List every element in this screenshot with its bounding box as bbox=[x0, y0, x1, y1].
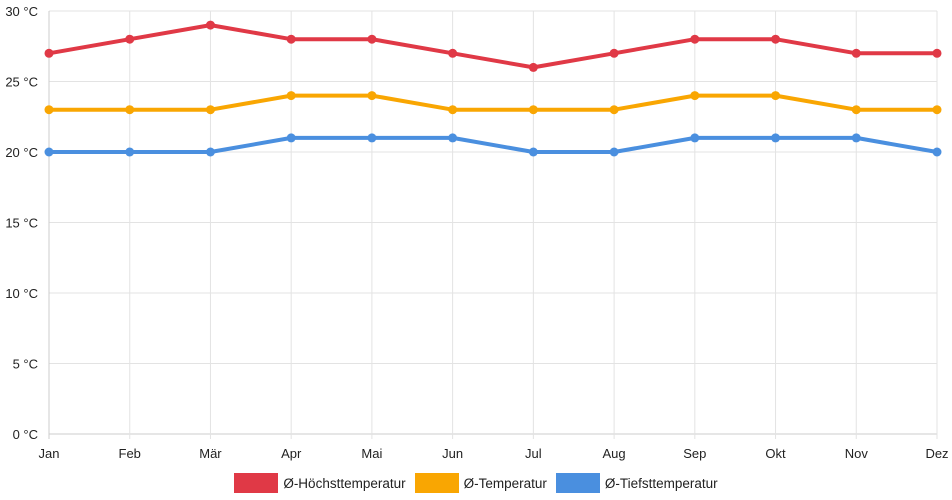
data-point-1[interactable] bbox=[44, 105, 54, 115]
series-line-1 bbox=[47, 93, 939, 112]
data-point-2[interactable] bbox=[690, 133, 700, 143]
legend-label: Ø-Temperatur bbox=[463, 475, 547, 491]
x-tick-label: Dez bbox=[925, 446, 948, 461]
legend-item-1[interactable]: Ø-Temperatur bbox=[414, 473, 547, 493]
x-tick-label: Jun bbox=[442, 446, 463, 461]
data-point-0[interactable] bbox=[448, 48, 458, 58]
data-point-0[interactable] bbox=[609, 48, 619, 58]
data-point-1[interactable] bbox=[448, 105, 458, 115]
data-point-0[interactable] bbox=[125, 34, 135, 44]
data-point-0[interactable] bbox=[932, 48, 942, 58]
data-point-2[interactable] bbox=[448, 133, 458, 143]
chart-plot-area: 0 °C 5 °C 10 °C 15 °C 20 °C 25 °C 30 °C Jan Feb M… bbox=[5, 4, 948, 461]
y-tick-label: 15 °C bbox=[5, 216, 38, 231]
legend-label: Ø-Höchsttemperatur bbox=[283, 475, 406, 491]
x-tick-label: Nov bbox=[845, 446, 869, 461]
data-point-2[interactable] bbox=[125, 147, 135, 157]
data-point-1[interactable] bbox=[771, 91, 781, 101]
x-tick-label: Mai bbox=[361, 446, 382, 461]
x-tick-label: Jul bbox=[525, 446, 542, 461]
data-point-1[interactable] bbox=[932, 105, 942, 115]
y-tick-label: 30 °C bbox=[5, 4, 38, 19]
y-tick-label: 25 °C bbox=[5, 75, 38, 90]
data-point-2[interactable] bbox=[932, 147, 942, 157]
series-line-0 bbox=[47, 23, 939, 70]
legend-item-2[interactable]: Ø-Tiefsttemperatur bbox=[555, 473, 718, 493]
y-tick-label: 10 °C bbox=[5, 286, 38, 301]
data-point-2[interactable] bbox=[367, 133, 377, 143]
data-point-0[interactable] bbox=[851, 48, 861, 58]
data-point-2[interactable] bbox=[609, 147, 619, 157]
x-tick-label: Mär bbox=[199, 446, 222, 461]
data-point-2[interactable] bbox=[851, 133, 861, 143]
y-tick-label: 0 °C bbox=[13, 427, 38, 442]
data-point-2[interactable] bbox=[286, 133, 296, 143]
x-tick-label: Sep bbox=[683, 446, 706, 461]
y-tick-label: 20 °C bbox=[5, 145, 38, 160]
data-point-0[interactable] bbox=[367, 34, 377, 44]
data-point-1[interactable] bbox=[609, 105, 619, 115]
data-point-0[interactable] bbox=[528, 62, 538, 72]
legend-swatch bbox=[555, 473, 600, 493]
data-point-2[interactable] bbox=[528, 147, 538, 157]
data-point-2[interactable] bbox=[44, 147, 54, 157]
data-point-1[interactable] bbox=[690, 91, 700, 101]
data-point-1[interactable] bbox=[367, 91, 377, 101]
data-point-2[interactable] bbox=[771, 133, 781, 143]
legend-item-0[interactable]: Ø-Höchsttemperatur bbox=[234, 473, 406, 493]
series-line-2 bbox=[47, 135, 939, 154]
x-tick-label: Feb bbox=[119, 446, 141, 461]
data-point-1[interactable] bbox=[851, 105, 861, 115]
data-point-0[interactable] bbox=[690, 34, 700, 44]
chart-legend: Ø-Höchsttemperatur Ø-Temperatur Ø-Tiefstte… bbox=[0, 471, 952, 495]
x-tick-label: Apr bbox=[281, 446, 302, 461]
legend-swatch bbox=[234, 473, 279, 493]
data-point-1[interactable] bbox=[125, 105, 135, 115]
x-tick-label: Aug bbox=[603, 446, 626, 461]
data-point-0[interactable] bbox=[205, 20, 215, 30]
data-point-1[interactable] bbox=[286, 91, 296, 101]
data-point-1[interactable] bbox=[205, 105, 215, 115]
data-point-0[interactable] bbox=[771, 34, 781, 44]
y-tick-label: 5 °C bbox=[13, 357, 38, 372]
x-tick-label: Jan bbox=[39, 446, 60, 461]
legend-label: Ø-Tiefsttemperatur bbox=[604, 475, 718, 491]
data-point-0[interactable] bbox=[44, 48, 54, 58]
legend-swatch bbox=[414, 473, 459, 493]
x-tick-label: Okt bbox=[765, 446, 786, 461]
data-point-0[interactable] bbox=[286, 34, 296, 44]
data-point-2[interactable] bbox=[205, 147, 215, 157]
data-point-1[interactable] bbox=[528, 105, 538, 115]
